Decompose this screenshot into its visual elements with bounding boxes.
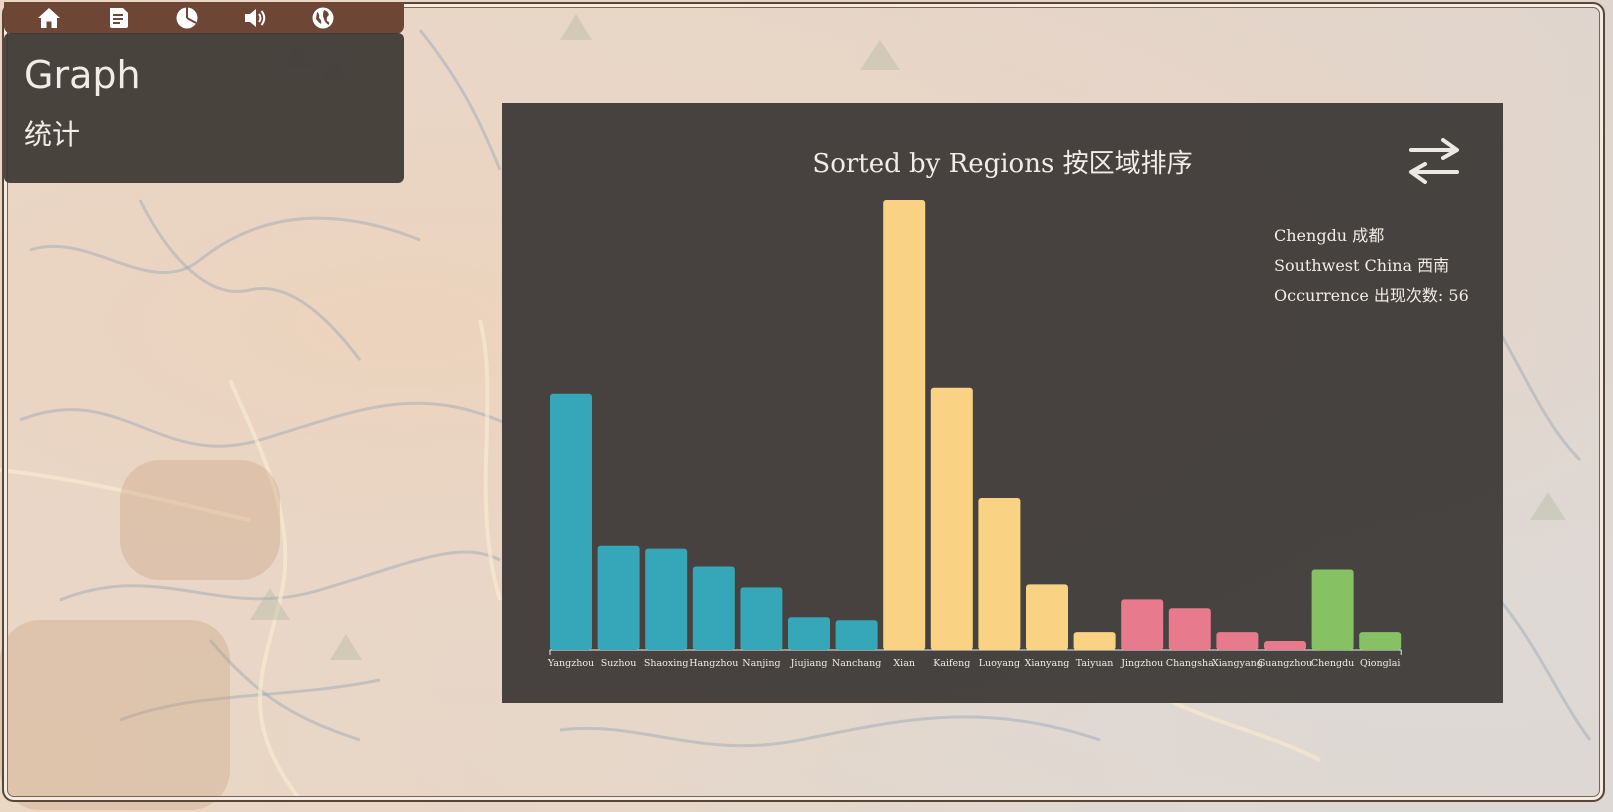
x-tick-label: Xian — [893, 658, 915, 669]
document-icon — [110, 8, 128, 28]
x-tick-label: Kaifeng — [933, 658, 970, 669]
bar-guangzhou[interactable] — [1264, 641, 1306, 650]
title-panel: Graph 统计 — [4, 33, 404, 183]
bar-kaifeng[interactable] — [930, 387, 973, 650]
x-tick-label: Xiangyang — [1212, 658, 1263, 669]
x-tick-label: Xianyang — [1025, 658, 1070, 669]
x-tick-label: Shaoxing — [644, 658, 689, 669]
bar-hangzhou[interactable] — [692, 566, 735, 650]
x-axis — [549, 649, 1402, 655]
pie-chart-icon — [176, 7, 198, 29]
x-tick-label: Luoyang — [979, 658, 1020, 669]
info-city: Chengdu 成都 — [1274, 226, 1385, 245]
bar-jingzhou[interactable] — [1121, 599, 1164, 650]
x-tick-label: Hangzhou — [689, 658, 738, 669]
info-region: Southwest China 西南 — [1274, 256, 1450, 275]
x-tick-label: Nanjing — [742, 658, 780, 669]
x-tick-label: Jiujiang — [790, 658, 828, 669]
x-tick-label: Changsha — [1166, 658, 1214, 669]
x-tick-label: Guangzhou — [1258, 658, 1313, 669]
home-button[interactable] — [34, 5, 64, 31]
globe-icon — [312, 7, 334, 29]
info-occurrence: Occurrence 出现次数: 56 — [1274, 286, 1469, 305]
bar-taiyuan[interactable] — [1073, 632, 1116, 650]
bar-shaoxing[interactable] — [645, 548, 688, 650]
bar-nanjing[interactable] — [740, 587, 783, 650]
selected-bar-info: Chengdu 成都 Southwest China 西南 Occurrence… — [1274, 221, 1469, 311]
swap-arrows-icon — [1409, 138, 1459, 184]
sound-button[interactable] — [240, 5, 270, 31]
x-tick-label: Suzhou — [601, 658, 637, 669]
bar-changsha[interactable] — [1168, 608, 1211, 650]
bar-xian[interactable] — [883, 200, 926, 650]
document-button[interactable] — [104, 5, 134, 31]
bar-chengdu[interactable] — [1311, 569, 1354, 650]
bar-qionglai[interactable] — [1359, 632, 1402, 650]
bar-xianyang[interactable] — [1026, 584, 1068, 650]
speaker-icon — [245, 9, 266, 27]
sort-toggle-button[interactable] — [1405, 136, 1463, 186]
bar-suzhou[interactable] — [597, 545, 640, 650]
map-button[interactable] — [308, 5, 338, 31]
bar-jiujiang[interactable] — [788, 617, 830, 650]
chart-title: Sorted by Regions 按区域排序 — [812, 149, 1193, 179]
x-tick-label: Jingzhou — [1120, 658, 1163, 669]
top-nav — [4, 2, 404, 34]
x-tick-label: Yangzhou — [547, 658, 594, 669]
x-tick-label: Chengdu — [1311, 658, 1354, 669]
page-subtitle: 统计 — [24, 118, 81, 151]
bar-xiangyang[interactable] — [1216, 632, 1259, 650]
bar-chart: Yangzhou Suzhou Shaoxing Hangzhou Nanjing Jiu… — [547, 200, 1402, 669]
bar-luoyang[interactable] — [978, 498, 1021, 650]
bar-nanchang[interactable] — [835, 620, 878, 650]
x-tick-label: Qionglai — [1360, 658, 1401, 669]
home-icon — [38, 8, 60, 28]
x-tick-label: Nanchang — [832, 658, 881, 669]
x-tick-label: Taiyuan — [1076, 658, 1114, 669]
chart-panel: Yangzhou Suzhou Shaoxing Hangzhou Nanjing Jiu… — [502, 103, 1503, 703]
graph-button[interactable] — [172, 5, 202, 31]
page-title: Graph — [24, 53, 141, 97]
bar-yangzhou[interactable] — [550, 393, 592, 650]
